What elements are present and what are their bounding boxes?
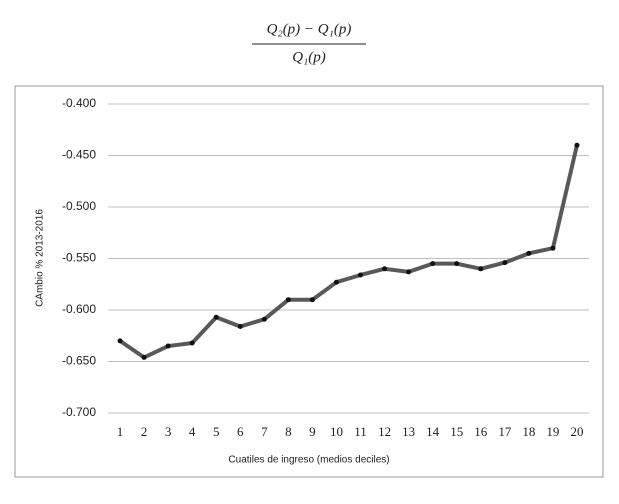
data-point xyxy=(550,245,556,251)
x-tick-label: 17 xyxy=(498,424,512,439)
y-tick-label: -0.650 xyxy=(62,354,96,368)
x-tick-label: 5 xyxy=(213,424,220,439)
x-tick-label: 6 xyxy=(237,424,244,439)
data-point xyxy=(285,297,291,303)
data-point xyxy=(237,323,243,329)
x-tick-label: 11 xyxy=(354,424,367,439)
x-tick-label: 14 xyxy=(426,424,440,439)
data-point xyxy=(141,354,147,360)
y-tick-label: -0.600 xyxy=(62,302,96,316)
data-point xyxy=(309,297,315,303)
x-tick-label: 4 xyxy=(189,424,196,439)
data-point xyxy=(213,314,219,320)
x-tick-label: 15 xyxy=(450,424,463,439)
x-tick-label: 9 xyxy=(309,424,316,439)
data-point xyxy=(430,261,436,267)
y-tick-label: -0.450 xyxy=(62,148,96,162)
x-tick-label: 1 xyxy=(117,424,124,439)
x-tick-label: 19 xyxy=(546,424,559,439)
data-line xyxy=(118,144,579,360)
data-point xyxy=(526,250,532,256)
x-tick-label: 13 xyxy=(402,424,415,439)
x-tick-label: 7 xyxy=(261,424,268,439)
data-point xyxy=(261,316,267,322)
x-tick-label: 8 xyxy=(285,424,292,439)
x-tick-label: 2 xyxy=(141,424,148,439)
x-tick-label: 10 xyxy=(330,424,343,439)
data-point xyxy=(165,343,171,349)
x-tick-label: 3 xyxy=(165,424,172,439)
y-tick-label: -0.550 xyxy=(62,251,96,265)
formula-denominator: Q₁(p) xyxy=(292,49,326,65)
data-point xyxy=(382,266,388,272)
data-point xyxy=(454,261,460,267)
x-tick-label: 20 xyxy=(570,424,583,439)
x-tick-label: 18 xyxy=(522,424,535,439)
data-point xyxy=(333,279,339,285)
y-axis-label: CAmbio % 2013-2016 xyxy=(35,209,46,307)
data-point xyxy=(574,142,580,148)
data-point xyxy=(478,266,484,272)
x-tick-label: 12 xyxy=(378,424,391,439)
data-point xyxy=(358,272,364,278)
formula-numerator: Q₂(p) − Q₁(p) xyxy=(267,21,352,37)
y-tick-label: -0.400 xyxy=(62,96,96,110)
y-tick-label: -0.500 xyxy=(62,199,96,213)
chart-frame xyxy=(14,85,604,478)
x-tick-label: 16 xyxy=(474,424,488,439)
data-point xyxy=(406,269,412,275)
data-point xyxy=(502,260,508,266)
y-tick-label: -0.700 xyxy=(62,405,96,419)
data-point xyxy=(189,340,195,346)
data-point xyxy=(117,338,123,344)
x-axis-label: Cuatiles de ingreso (medios deciles) xyxy=(228,455,389,466)
